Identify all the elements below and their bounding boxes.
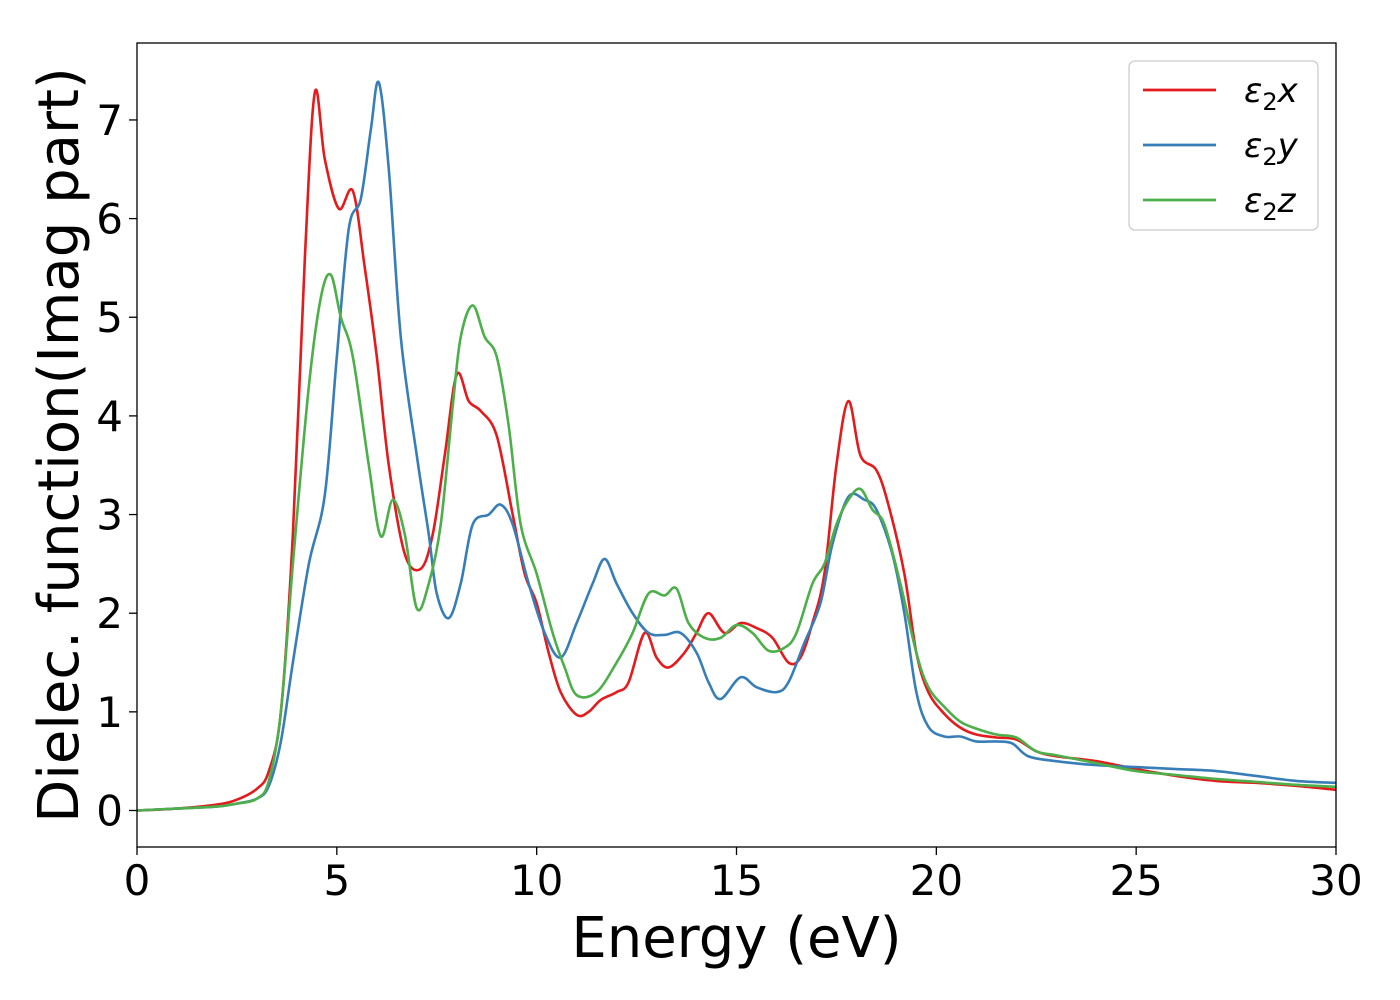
- legend-label: ε2z: [1244, 181, 1297, 226]
- x-axis-title: Energy (eV): [571, 906, 901, 971]
- x-tick-label: 25: [1109, 856, 1162, 905]
- legend-label: ε2y: [1244, 126, 1299, 171]
- y-tick-label: 6: [96, 195, 123, 244]
- series-line-e2y: [137, 80, 1336, 812]
- series-layer: [137, 80, 1336, 812]
- y-tick-label: 3: [96, 491, 123, 540]
- legend: ε2x ε2y ε2z: [1128, 60, 1319, 231]
- y-tick-label: 0: [96, 786, 123, 835]
- legend-label: ε2x: [1244, 71, 1299, 116]
- y-tick-label: 4: [96, 392, 123, 441]
- x-axis: 0 5 10 15 20 25 30: [124, 847, 1363, 905]
- y-tick-label: 1: [96, 688, 123, 737]
- series-line-e2z: [137, 272, 1336, 812]
- y-tick-label: 2: [96, 589, 123, 638]
- x-tick-label: 10: [510, 856, 563, 905]
- x-tick-label: 5: [323, 856, 350, 905]
- series-line-e2x: [137, 88, 1336, 812]
- y-tick-label: 7: [96, 96, 123, 145]
- y-tick-label: 5: [96, 293, 123, 342]
- y-axis: 0 1 2 3 4 5 6 7: [96, 96, 137, 835]
- x-tick-label: 30: [1309, 856, 1362, 905]
- x-tick-label: 20: [910, 856, 963, 905]
- y-axis-title: Dielec. function(Imag part): [27, 67, 92, 823]
- legend-box: [1128, 60, 1319, 231]
- x-tick-label: 0: [124, 856, 151, 905]
- x-tick-label: 15: [710, 856, 763, 905]
